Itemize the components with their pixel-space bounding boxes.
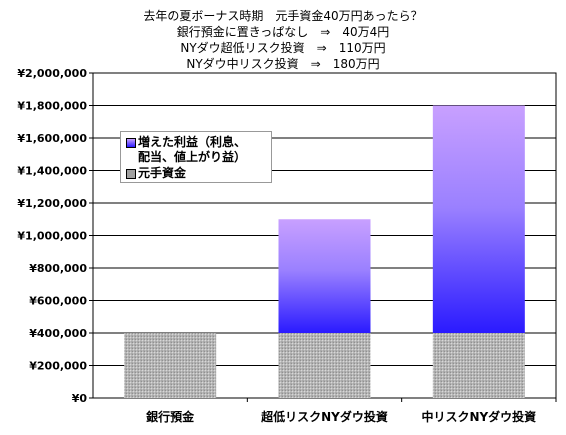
bar-base: [432, 333, 525, 398]
y-axis-ticks: ¥0 ¥200,000 ¥400,000 ¥600,000 ¥800,000 ¥1,000…: [17, 67, 87, 405]
title-line: 去年の夏ボーナス時期 元手資金40万円あったら？: [143, 9, 423, 23]
chart-title: 去年の夏ボーナス時期 元手資金40万円あったら？ 銀行預金に置きっぱなし ⇒ 4…: [60, 8, 506, 72]
legend-swatch-base: [126, 169, 136, 179]
title-line: NYダウ超低リスク投資 ⇒ 110万円: [180, 41, 386, 55]
x-axis-ticks: 銀行預金 超低リスクNYダウ投資 中リスクNYダウ投資: [145, 398, 557, 424]
y-tick-label: ¥0: [72, 392, 88, 405]
x-tick-label: 超低リスクNYダウ投資: [260, 409, 388, 424]
plot-area: ¥0 ¥200,000 ¥400,000 ¥600,000 ¥800,000 ¥1,000…: [17, 67, 557, 424]
bars: [124, 105, 525, 398]
y-tick-label: ¥2,000,000: [17, 67, 87, 80]
legend-label-profit-line2: 配当、値上がり益）: [138, 150, 247, 164]
y-tick-label: ¥200,000: [29, 360, 87, 373]
bar-profit: [432, 105, 525, 333]
bar-profit: [278, 219, 371, 333]
legend-label-base: 元手資金: [138, 166, 187, 180]
y-tick-label: ¥600,000: [29, 295, 87, 308]
y-tick-label: ¥1,800,000: [17, 100, 87, 113]
x-tick-label: 中リスクNYダウ投資: [421, 409, 536, 424]
title-line: 銀行預金に置きっぱなし ⇒ 40万4円: [176, 25, 390, 39]
legend-swatch-profit: [126, 138, 136, 148]
legend: 増えた利益（利息、 配当、値上がり益） 元手資金: [120, 131, 272, 183]
y-tick-label: ¥400,000: [29, 327, 87, 340]
y-tick-label: ¥1,400,000: [17, 165, 87, 178]
y-tick-label: ¥1,600,000: [17, 132, 87, 145]
bar-base: [278, 333, 371, 398]
x-tick-label: 銀行預金: [145, 409, 195, 424]
bar-base: [124, 333, 217, 398]
title-line: NYダウ中リスク投資 ⇒ 180万円: [186, 57, 380, 71]
legend-label-profit-line1: 増えた利益（利息、: [138, 135, 247, 149]
y-tick-label: ¥800,000: [29, 262, 87, 275]
y-tick-label: ¥1,000,000: [17, 230, 87, 243]
y-tick-label: ¥1,200,000: [17, 197, 87, 210]
